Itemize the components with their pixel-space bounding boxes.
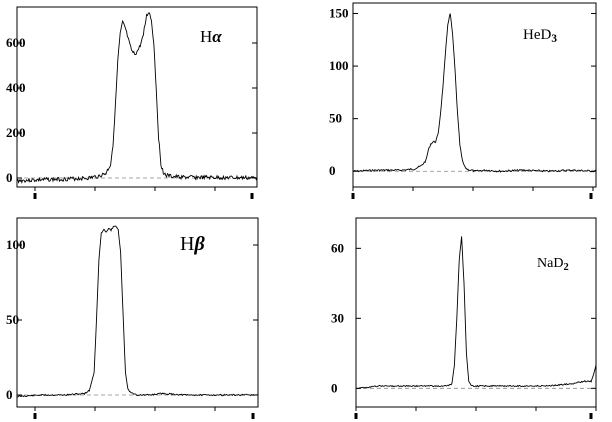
- panel-title: Hα: [200, 27, 222, 46]
- y-tick-label: 100: [6, 237, 26, 252]
- panel-1: 0 200 400 600 Hα: [6, 6, 258, 199]
- y-tick-label: 0: [331, 380, 338, 395]
- series-line: [352, 13, 597, 173]
- series-line: [16, 225, 259, 398]
- y-tick-label: 600: [6, 35, 26, 50]
- y-tick-label: 0: [6, 387, 13, 402]
- panel-title: HeD3: [523, 27, 557, 45]
- panel-title: NaD2: [537, 256, 569, 273]
- plot-frame: [352, 2, 597, 188]
- title-greek: β: [193, 233, 205, 255]
- y-tick-label: 50: [6, 312, 19, 327]
- title-text: H: [200, 27, 212, 46]
- y-tick-label: 60: [331, 240, 344, 255]
- title-text: H: [180, 233, 194, 255]
- y-tick-label: 30: [331, 310, 344, 325]
- series-line: [355, 236, 597, 390]
- y-tick-label: 50: [329, 111, 342, 126]
- plot-frame: [355, 217, 597, 408]
- plot-frame: [16, 6, 258, 188]
- y-tick-label: 200: [6, 125, 26, 140]
- y-tick-label: 0: [6, 170, 13, 185]
- y-tick-label: 0: [329, 163, 336, 178]
- title-text: NaD: [537, 256, 563, 271]
- series-line: [16, 12, 258, 184]
- panel-2: 0 50 100 150 HeD3: [329, 2, 597, 199]
- plot-frame: [16, 217, 259, 408]
- title-greek: α: [212, 27, 222, 46]
- y-tick-label: 400: [6, 80, 26, 95]
- panel-4: 0 30 60 NaD2: [331, 217, 597, 419]
- panel-3: 0 50 100 Hβ: [6, 217, 259, 419]
- y-tick-label: 150: [329, 6, 349, 21]
- panel-title: Hβ: [180, 233, 205, 255]
- title-text: HeD: [523, 27, 551, 43]
- title-subscript: 3: [551, 33, 557, 45]
- title-subscript: 2: [563, 262, 568, 273]
- y-tick-label: 100: [329, 58, 349, 73]
